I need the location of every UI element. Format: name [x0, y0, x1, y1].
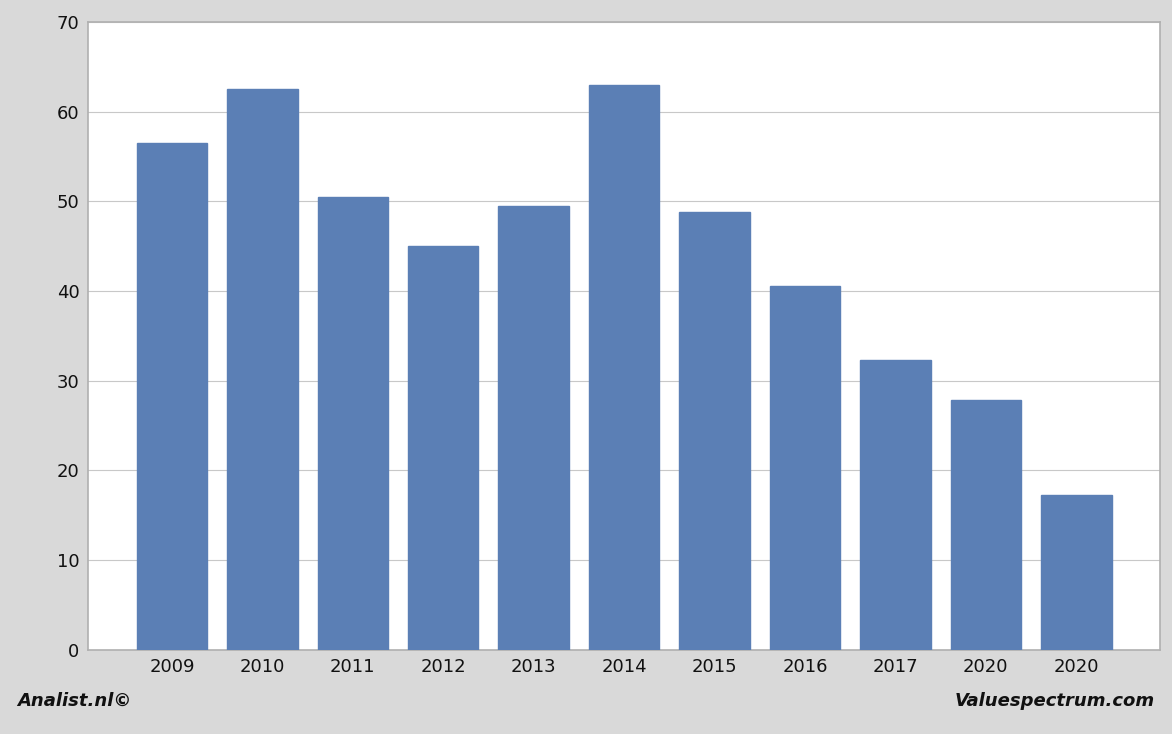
Bar	[1041, 495, 1111, 650]
Bar	[588, 85, 660, 650]
Bar	[950, 400, 1021, 650]
Bar	[318, 197, 388, 650]
Bar	[680, 212, 750, 650]
Text: Valuespectrum.com: Valuespectrum.com	[954, 692, 1154, 710]
Bar	[408, 246, 478, 650]
Bar	[227, 90, 298, 650]
Bar	[498, 206, 568, 650]
Bar	[770, 286, 840, 650]
Bar	[137, 143, 207, 650]
Bar	[860, 360, 931, 650]
Text: Analist.nl©: Analist.nl©	[18, 692, 132, 710]
